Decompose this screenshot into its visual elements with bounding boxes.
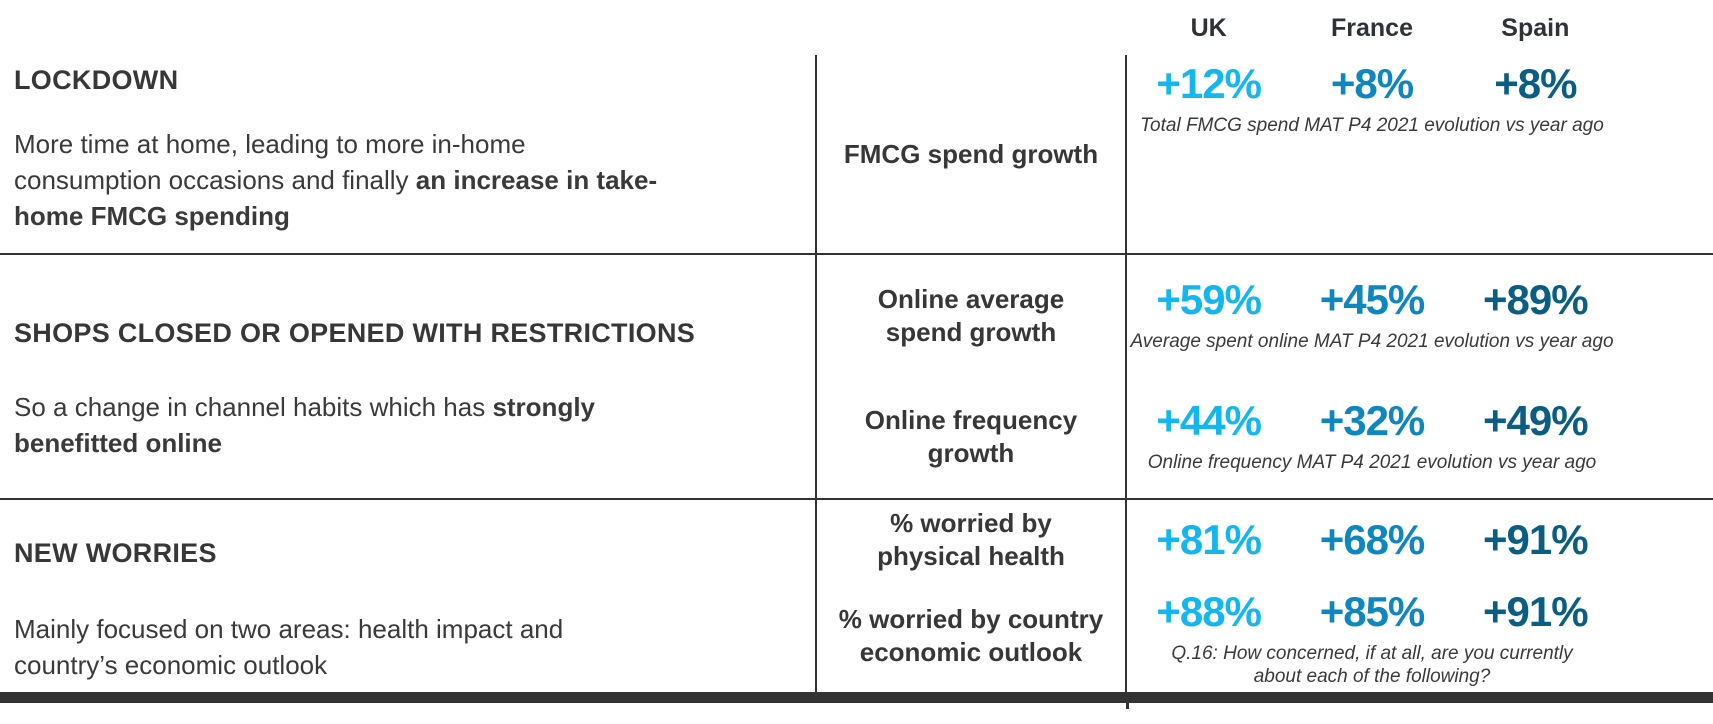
values-column-shops: +59% +45% +89% Average spent online MAT … [1127,255,1713,498]
value-france: +45% [1319,276,1426,323]
section-title: NEW WORRIES [14,538,217,568]
value-spain: +91% [1483,516,1589,563]
metric-column-worries: % worried by physical health % worried by… [815,500,1127,692]
section-title: LOCKDOWN [14,65,179,95]
section-new-worries: NEW WORRIES Mainly focused on two areas:… [0,500,1713,692]
metric-row: % worried by physical health [817,500,1125,580]
values-row-country-economy: +88% +85% +91% [1127,590,1617,634]
section-description: More time at home, leading to more in-ho… [14,129,658,231]
value-france: +8% [1330,60,1414,107]
footnote-online-spend: Average spent online MAT P4 2021 evoluti… [1130,331,1614,352]
footnote-q16: Q.16: How concerned, if at all, are you … [1171,643,1573,687]
bottom-bar [0,692,1713,703]
value-france: +32% [1319,397,1426,444]
values-row-physical-health: +81% +68% +91% [1127,518,1617,562]
metric-label-online-frequency-growth: Online frequency growth [864,405,1078,469]
value-uk: +81% [1156,516,1262,563]
metric-label-worried-physical-health: % worried by physical health [877,508,1065,571]
value-uk: +12% [1156,60,1262,107]
country-header-row: UK France Spain [0,0,1713,55]
column-header-uk: UK [1190,14,1227,42]
value-france: +68% [1319,516,1426,563]
value-uk: +59% [1156,276,1262,323]
footnote-online-frequency: Online frequency MAT P4 2021 evolution v… [1147,452,1597,473]
header-mid-spacer [815,0,1127,55]
section-shops-closed: SHOPS CLOSED OR OPENED WITH RESTRICTIONS… [0,255,1713,498]
value-spain: +91% [1483,588,1589,635]
value-uk: +88% [1156,588,1262,635]
metric-row: Online frequency growth [817,377,1125,499]
values-column-worries: +81% +68% +91% +88% +85% +91% Q.16: How … [1127,500,1713,692]
values-row-fmcg: +12% +8% +8% [1127,62,1617,106]
value-spain: +89% [1483,276,1589,323]
column-header-spain: Spain [1501,14,1570,42]
metric-label-worried-country-economy: % worried by country economic outlook [838,604,1104,667]
value-spain: +8% [1494,60,1577,107]
values-subrow: +59% +45% +89% Average spent online MAT … [1127,255,1713,376]
section-lockdown-text: LOCKDOWN More time at home, leading to m… [0,55,815,253]
values-column-lockdown: +12% +8% +8% Total FMCG spend MAT P4 202… [1127,55,1713,253]
values-row-online-frequency: +44% +32% +49% [1127,399,1617,443]
value-spain: +49% [1483,397,1589,444]
metric-row: % worried by country economic outlook [817,580,1125,692]
section-description: Mainly focused on two areas: health impa… [14,614,564,680]
metric-column-lockdown: FMCG spend growth [815,55,1127,253]
values-subrow: +88% +85% +91% Q.16: How concerned, if a… [1127,580,1713,692]
column-header-france: France [1331,14,1413,42]
header-right-area: UK France Spain [1127,0,1713,55]
values-subrow: +81% +68% +91% [1127,500,1713,580]
horizontal-divider [0,498,1713,500]
metric-column-shops: Online average spend growth Online freque… [815,255,1127,498]
value-france: +85% [1319,588,1426,635]
metric-row: Online average spend growth [817,255,1125,377]
footnote-fmcg: Total FMCG spend MAT P4 2021 evolution v… [1140,115,1604,136]
metric-label-fmcg-spend-growth: FMCG spend growth [843,138,1099,169]
section-title: SHOPS CLOSED OR OPENED WITH RESTRICTIONS [14,318,696,348]
section-lockdown: LOCKDOWN More time at home, leading to m… [0,55,1713,253]
section-description: So a change in channel habits which has … [14,392,596,458]
metric-label-online-average-spend-growth: Online average spend growth [877,283,1065,347]
values-subrow: +44% +32% +49% Online frequency MAT P4 2… [1127,376,1713,497]
value-uk: +44% [1156,397,1262,444]
values-row-online-spend: +59% +45% +89% [1127,278,1617,322]
horizontal-divider [0,253,1713,255]
section-shops-text: SHOPS CLOSED OR OPENED WITH RESTRICTIONS… [0,255,815,498]
header-left-spacer [0,0,815,55]
section-worries-text: NEW WORRIES Mainly focused on two areas:… [0,500,815,692]
divider-nub [1126,703,1129,709]
